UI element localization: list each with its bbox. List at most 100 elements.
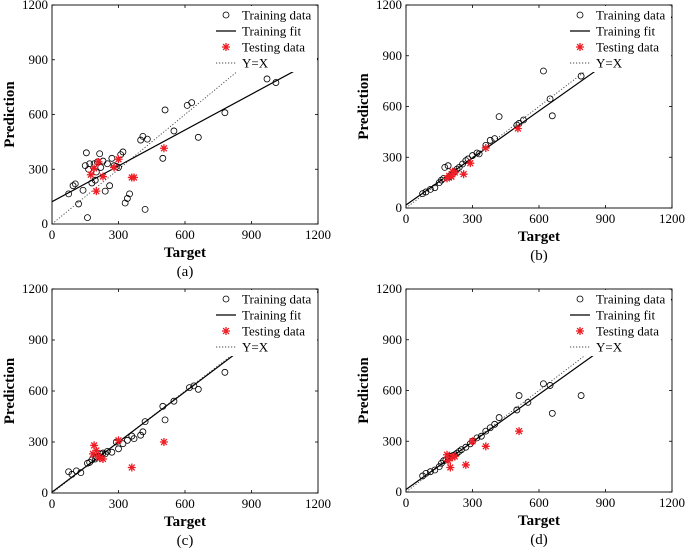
training-data-point	[72, 467, 80, 475]
legend-entry: Training data	[596, 8, 665, 23]
y-tick-label: 0	[396, 484, 403, 499]
testing-data-point	[481, 143, 490, 152]
x-tick-label: 900	[596, 495, 616, 510]
training-data-point	[126, 190, 133, 198]
training-data-point	[486, 424, 494, 432]
training-data-point	[435, 463, 443, 471]
y-tick-label: 900	[29, 332, 49, 347]
training-data-point	[141, 418, 149, 426]
y-tick-label: 300	[383, 149, 403, 164]
legend-entry: Testing data	[242, 324, 305, 339]
training-data-point	[546, 382, 554, 389]
training-data-point	[104, 160, 111, 168]
legend-marker-testing-data	[576, 327, 584, 335]
training-data-point	[462, 443, 470, 451]
panel-d: 0 300 600 900 1200 0 300 600 900 1200 Target Predic…	[356, 281, 685, 548]
training-data-point	[141, 205, 149, 213]
training-data-point	[130, 435, 138, 443]
training-data-point	[68, 470, 76, 478]
legend-entry: Training fit	[596, 24, 655, 39]
legend-entry: Training data	[242, 8, 311, 23]
testing-data-point	[513, 124, 522, 133]
legend-marker-testing-data	[576, 43, 584, 51]
training-data-point	[444, 162, 452, 170]
training-data-point	[101, 187, 109, 195]
testing-data-point	[481, 442, 490, 451]
training-data-point	[137, 431, 145, 439]
legend-entry: Y=X	[242, 56, 269, 71]
training-data-point	[139, 428, 147, 436]
testing-data-point	[461, 460, 470, 469]
training-data-point	[161, 416, 169, 424]
training-data-point	[108, 448, 116, 456]
legend-box	[208, 6, 317, 72]
y-tick-label: 900	[29, 52, 49, 67]
training-data-point	[77, 469, 85, 477]
testing-data-point	[468, 437, 477, 446]
testing-data-point	[130, 173, 139, 182]
testing-data-point	[98, 455, 107, 463]
testing-data-points	[89, 436, 168, 472]
training-data-point	[183, 101, 191, 109]
testing-data-point	[515, 427, 524, 436]
training-data-point	[426, 468, 434, 476]
training-data-point	[495, 113, 503, 121]
testing-data-point	[448, 453, 457, 462]
training-data-point	[475, 150, 483, 158]
y-tick-label: 900	[383, 48, 403, 63]
panel-b: 0 300 600 900 1200 0 300 600 900 1200 Target Predic…	[356, 0, 685, 264]
y-tick-label: 600	[383, 383, 403, 398]
testing-data-point	[94, 157, 103, 166]
training-data-point	[441, 163, 449, 171]
legend-marker-training-data	[576, 11, 584, 19]
x-tick-label: 300	[109, 227, 129, 242]
x-tick-label: 600	[529, 211, 549, 226]
training-data-point	[123, 195, 131, 202]
legend-entry: Training data	[242, 292, 311, 307]
testing-data-point	[98, 172, 107, 181]
training-data-point	[106, 182, 114, 190]
training-data-point	[190, 382, 198, 390]
x-tick-label: 300	[463, 211, 483, 226]
testing-data-point	[443, 450, 452, 459]
training-data-point	[96, 150, 104, 158]
training-data-point	[577, 72, 585, 80]
panel-c: 0 300 600 900 1200 0 300 600 900 1200 Target Predic…	[2, 281, 331, 549]
training-data-point	[546, 95, 554, 103]
testing-data-point	[90, 441, 99, 450]
x-tick-label: 1200	[305, 227, 331, 242]
training-data-point	[515, 392, 523, 399]
y-tick-label: 0	[396, 200, 403, 215]
testing-data-point	[159, 144, 168, 153]
training-data-point	[119, 148, 127, 156]
y-tick-label: 300	[383, 433, 403, 448]
training-data-point	[159, 402, 167, 410]
testing-data-point	[86, 170, 95, 179]
training-data-point	[170, 397, 178, 405]
training-data-point	[161, 106, 169, 114]
training-data-point	[473, 434, 481, 442]
testing-data-point	[114, 155, 123, 164]
training-data-point	[115, 445, 122, 453]
training-data-point	[482, 427, 490, 435]
x-tick-label: 300	[463, 495, 483, 510]
training-data-point	[188, 99, 196, 107]
training-data-point	[194, 133, 202, 141]
training-data-point	[491, 420, 499, 428]
training-data-point	[221, 109, 229, 117]
x-tick-label: 1200	[305, 496, 331, 511]
x-axis-label: Target	[164, 514, 206, 530]
training-data-point	[491, 135, 499, 143]
testing-data-point	[159, 438, 168, 446]
y-tick-label: 1200	[376, 0, 402, 12]
legend-entry: Y=X	[596, 56, 623, 71]
testing-data-point	[450, 168, 459, 177]
testing-data-point	[466, 159, 475, 168]
testing-data-point	[448, 167, 457, 176]
legend-marker-testing-data	[222, 327, 230, 335]
legend-marker-testing-data	[222, 43, 230, 51]
x-tick-label: 300	[109, 496, 129, 511]
training-data-point	[548, 409, 556, 417]
training-data-point	[577, 392, 585, 399]
